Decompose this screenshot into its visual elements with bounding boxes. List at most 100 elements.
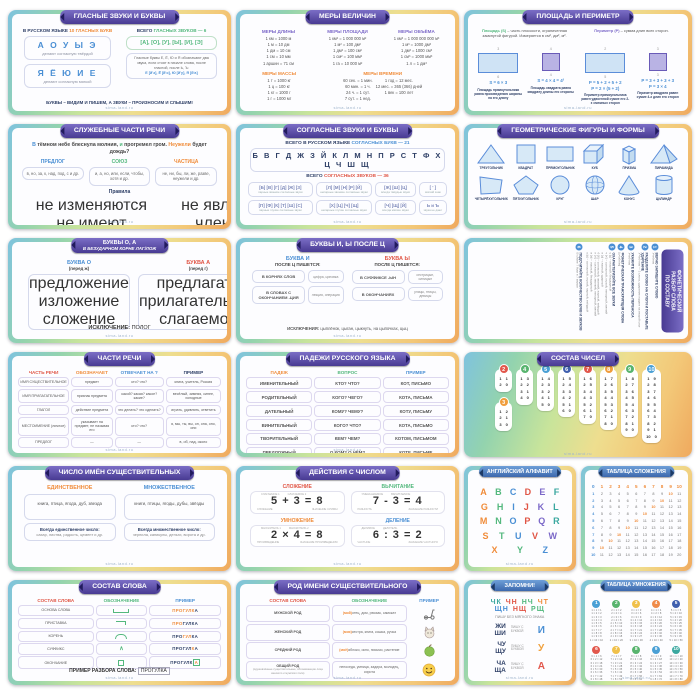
list-item: 11 bbox=[651, 512, 656, 517]
list-item: 9 × 3 = 27 bbox=[650, 661, 662, 665]
list-item: КОМУ? ЧЕМУ? bbox=[314, 404, 381, 418]
list-item: 8 × 8 = 64 bbox=[630, 678, 643, 681]
list-item: 2 × 8 = 16 bbox=[610, 632, 623, 636]
list-item: 14 bbox=[625, 552, 630, 557]
list-item: 6 1 bbox=[583, 407, 592, 413]
shape-prism: ПРИЗМА bbox=[612, 143, 647, 170]
list-item: ВИНИТЕЛЬНЫЙ bbox=[246, 418, 313, 432]
root-symbol-icon bbox=[115, 633, 128, 639]
rule-zhi-shi: ЖИ ШИ ПИШУ С БУКВОЙ И bbox=[494, 623, 545, 638]
list-item: 14 bbox=[651, 532, 656, 537]
list-item: 4 5 bbox=[625, 395, 634, 401]
stem-symbol-icon bbox=[113, 608, 130, 613]
list-item: 1 9 bbox=[647, 376, 656, 381]
watermark: sima-land.ru bbox=[333, 447, 362, 452]
list-item: 5 × 8 = 40 bbox=[670, 632, 682, 636]
list-item: 3 bbox=[592, 505, 595, 510]
card-title-ribbon: ДЕЙСТВИЯ С ЧИСЛОМ bbox=[295, 466, 400, 480]
list-item: 12 bbox=[642, 525, 647, 530]
soft-vowel-caption: делают согласную мягкой bbox=[43, 79, 92, 84]
list-item: 8 × 6 = 48 bbox=[630, 671, 643, 675]
list-item: 10 × 5 = 50 bbox=[669, 668, 683, 672]
list-item: 7 3 bbox=[647, 414, 656, 420]
list-item: 4 × 3 = 12 bbox=[650, 615, 662, 619]
list-item: какой? какая? какое? какие? bbox=[114, 388, 164, 404]
table-row: ВИНИТЕЛЬНЫЙ КОГО? ЧТО? КОТА, ПИСЬМО bbox=[246, 418, 449, 432]
list-item: 9 × 4 = 36 bbox=[650, 664, 662, 668]
list-item: 8 × 5 = 40 bbox=[630, 668, 643, 672]
list-item: 2 4 bbox=[562, 382, 571, 388]
hard-vowels-box: А О У Ы Э делают согласную твёрдой bbox=[24, 36, 111, 60]
card-area-perimeter: ПЛОЩАДЬ И ПЕРИМЕТР Площадь (S) – часть п… bbox=[464, 10, 692, 115]
list-item: 5 × 3 = 15 bbox=[670, 615, 682, 619]
rule-chu-schu: ЧУ ЩУ ПИШУ С БУКВОЙ У bbox=[495, 641, 545, 656]
list-item: 7 0 bbox=[583, 414, 592, 420]
card-title-ribbon: ПАДЕЖИ РУССКОГО ЯЗЫКА bbox=[285, 352, 410, 366]
list-item: КОТУ, ПИСЬМУ bbox=[382, 404, 449, 418]
list-item: НЧ bbox=[521, 599, 534, 606]
addition-row: 6 7 8 9 10 11 12 13 14 15 16 bbox=[587, 525, 687, 532]
list-item: 4 4 bbox=[604, 395, 613, 401]
list-item: 1 см² = 100 мм² bbox=[332, 54, 363, 60]
list-item: ЧТ bbox=[537, 599, 549, 606]
list-item: 15 bbox=[677, 518, 682, 523]
list-item: 6 × 7 = 42 bbox=[590, 674, 603, 678]
list-item: 3 × 6 = 18 bbox=[630, 625, 643, 629]
list-item: не изменяются bbox=[35, 196, 148, 214]
circle-icon bbox=[550, 175, 570, 195]
list-item: 11 bbox=[617, 539, 622, 544]
letter-i-column: БУКВА И ПОСЛЕ Ц ПИШЕТСЯ: В КОРНЯХ СЛОВ ци… bbox=[252, 256, 344, 304]
list-item: предложение bbox=[29, 275, 129, 292]
list-item: 14 bbox=[634, 546, 639, 551]
list-item: 1 км = 1000 м bbox=[265, 36, 292, 41]
vowel-letters-column: В РУССКОМ ЯЗЫКЕ 10 ГЛАСНЫХ БУКВ А О У Ы … bbox=[18, 27, 117, 106]
list-item: играть, удивлять, ответить bbox=[165, 404, 221, 416]
list-item: Y bbox=[516, 545, 523, 555]
list-item: 1 м² = 100 дм² bbox=[334, 42, 361, 48]
list-item: 7 bbox=[600, 525, 603, 530]
table-row: ОБЩИЙ РОД (одушевлённые существительные, … bbox=[246, 660, 449, 679]
list-item: 9 bbox=[592, 546, 595, 551]
list-item: 3 7 bbox=[647, 388, 656, 394]
card-title-ribbon: СЛУЖЕБНЫЕ ЧАСТИ РЕЧИ bbox=[59, 124, 180, 138]
list-item: ОБОЗНАЧЕНИЕ bbox=[351, 598, 388, 603]
list-item: 10 × 6 = 60 bbox=[669, 671, 683, 675]
watermark: sima-land.ru bbox=[563, 451, 592, 456]
list-item: 17 bbox=[651, 552, 656, 557]
list-item: Z bbox=[542, 545, 548, 555]
card-title-ribbon: СОСТАВ ЧИСЕЛ bbox=[536, 352, 620, 366]
list-item: 1 × 3 = 3 bbox=[591, 615, 602, 619]
list-item: 3 × 10 = 30 bbox=[629, 638, 643, 642]
card-panel: ЕДИНСТВЕННОЕ книга, птица, ягода, дуб, з… bbox=[12, 470, 227, 567]
time-measures: МЕРЫ ВРЕМЕНИ 60 сек. = 1 мин. 60 мин. = 1… bbox=[343, 70, 423, 102]
list-item: 4 bbox=[609, 498, 612, 503]
scooter-icon bbox=[423, 609, 435, 620]
list-item: 1 8 bbox=[625, 376, 634, 381]
times-block: 10 10 × 1 = 10 10 × 2 = 20 10 × 3 = 30 10 × … bbox=[667, 645, 685, 681]
table-row: ОКОНЧАНИЕ ПРОГУЛК А bbox=[18, 656, 221, 670]
card-consonant-sounds: СОГЛАСНЫЕ ЗВУКИ И БУКВЫ ВСЕГО В РУССКОМ … bbox=[236, 124, 459, 229]
list-item: 9 bbox=[652, 498, 655, 503]
list-item: 7 bbox=[643, 491, 646, 496]
list-item: 1 см³ = 1000 мм³ bbox=[400, 54, 433, 60]
list-item: 1 bbox=[592, 491, 595, 496]
square-icon bbox=[516, 144, 536, 164]
list-item: 7 × 4 = 28 bbox=[610, 664, 623, 668]
list-item: и bbox=[119, 142, 123, 148]
area-measures: МЕРЫ ПЛОЩАДИ 1 км² = 1 000 000 м² 1 м² = … bbox=[315, 29, 380, 67]
shape-cone: КОНУС bbox=[612, 174, 647, 201]
list-item: 3 × 3 = 9 bbox=[631, 615, 642, 619]
card-title-ribbon: МЕРЫ ВЕЛИЧИН bbox=[305, 10, 390, 24]
